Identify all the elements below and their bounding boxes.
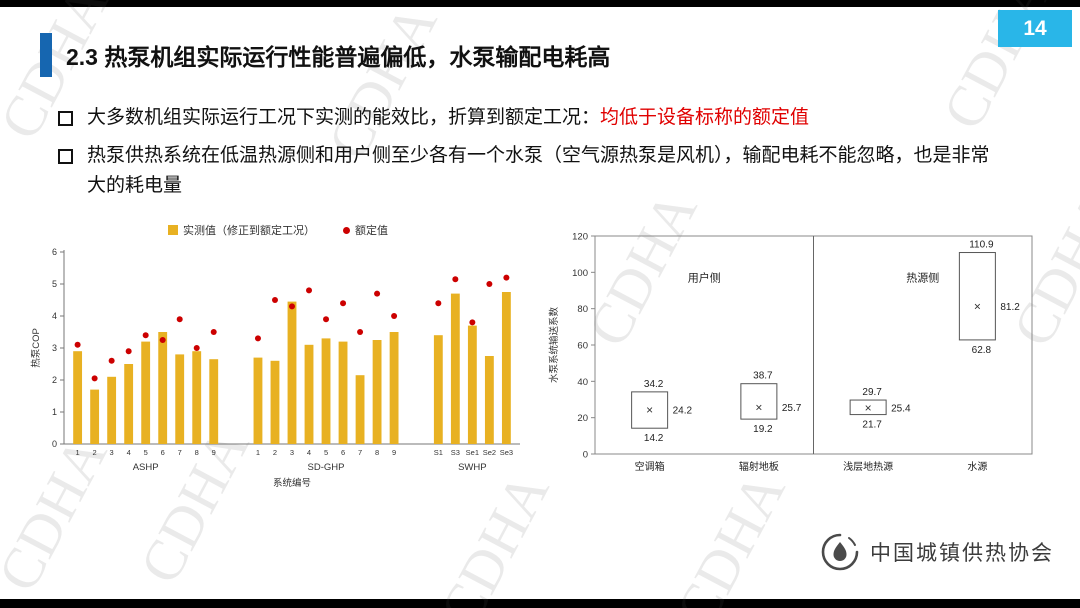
svg-text:38.7: 38.7 — [753, 371, 773, 382]
svg-text:62.8: 62.8 — [972, 345, 992, 356]
svg-text:Se1: Se1 — [466, 448, 479, 457]
svg-text:浅层地热源: 浅层地热源 — [843, 460, 893, 473]
measured-swatch-icon — [168, 225, 178, 235]
svg-text:5: 5 — [144, 448, 148, 457]
svg-text:34.2: 34.2 — [644, 379, 664, 390]
bottom-border-bar — [0, 599, 1080, 608]
svg-text:×: × — [865, 401, 872, 415]
bar-chart-legend: 实测值（修正到额定工况） 额定值 — [28, 222, 528, 238]
org-name: 中国城镇供热协会 — [870, 542, 1054, 565]
svg-text:21.7: 21.7 — [862, 420, 882, 431]
title-row: 2.3 热泵机组实际运行性能普遍偏低，水泵输配电耗高 — [40, 33, 610, 77]
legend-rated-label: 额定值 — [355, 225, 388, 237]
svg-text:SWHP: SWHP — [458, 462, 487, 473]
svg-text:24.2: 24.2 — [673, 406, 693, 417]
bullet-text: 热泵供热系统在低温热源侧和用户侧至少各有一个水泵（空气源热泵是风机），输配电耗不… — [87, 141, 1008, 200]
svg-text:Se3: Se3 — [500, 448, 513, 457]
svg-text:6: 6 — [161, 448, 165, 457]
svg-text:S1: S1 — [434, 448, 443, 457]
svg-text:2: 2 — [93, 448, 97, 457]
svg-text:辐射地板: 辐射地板 — [739, 460, 779, 473]
svg-text:系统编号: 系统编号 — [273, 477, 311, 489]
svg-text:1: 1 — [76, 448, 80, 457]
square-bullet-icon — [58, 111, 73, 126]
cop-bar-chart-section: 实测值（修正到额定工况） 额定值 0 1 2 3 4 5 6 1 2 3 4 5 6 7 8 9 ASHP 1 2 3… — [28, 222, 528, 507]
pump-coefficient-chart-section: 0 20 40 60 80 100 120 × 34.2 14.2 24.2 空调箱 × 38.7 19.2… — [545, 228, 1050, 485]
bullet-item: 热泵供热系统在低温热源侧和用户侧至少各有一个水泵（空气源热泵是风机），输配电耗不… — [58, 141, 1008, 200]
svg-text:25.7: 25.7 — [782, 403, 802, 414]
svg-text:0: 0 — [583, 450, 588, 461]
svg-text:2: 2 — [273, 448, 277, 457]
svg-text:×: × — [974, 299, 981, 313]
svg-text:2: 2 — [52, 375, 57, 385]
svg-text:4: 4 — [52, 311, 57, 321]
svg-text:水泵系统输送系数: 水泵系统输送系数 — [548, 307, 560, 384]
bullet-text-black: 大多数机组实际运行工况下实测的能效比，折算到额定工况： — [87, 107, 601, 128]
page-title: 2.3 热泵机组实际运行性能普遍偏低，水泵输配电耗高 — [66, 44, 611, 70]
bullet-text: 大多数机组实际运行工况下实测的能效比，折算到额定工况：均低于设备标称的额定值 — [87, 103, 809, 132]
svg-text:120: 120 — [572, 232, 588, 243]
svg-text:7: 7 — [178, 448, 182, 457]
svg-text:19.2: 19.2 — [753, 424, 773, 435]
svg-text:7: 7 — [358, 448, 362, 457]
page-number-badge: 14 — [998, 10, 1072, 47]
svg-text:29.7: 29.7 — [862, 387, 882, 398]
rated-dot-icon — [343, 226, 350, 234]
svg-text:8: 8 — [195, 448, 199, 457]
cop-bar-chart: 0 1 2 3 4 5 6 1 2 3 4 5 6 7 8 9 ASHP 1 2 3 4 5 6 7 8 9 SD-GHP S1 S3 S… — [30, 247, 520, 489]
svg-text:1: 1 — [52, 407, 57, 417]
legend-rated: 额定值 — [343, 222, 388, 238]
bullet-text-red: 均低于设备标称的额定值 — [600, 107, 810, 128]
legend-measured: 实测值（修正到额定工况） — [168, 222, 315, 238]
bullet-item: 大多数机组实际运行工况下实测的能效比，折算到额定工况：均低于设备标称的额定值 — [58, 103, 1008, 132]
svg-text:14.2: 14.2 — [644, 433, 664, 444]
svg-text:25.4: 25.4 — [891, 403, 911, 414]
square-bullet-icon — [58, 149, 73, 165]
pump-coefficient-chart: 0 20 40 60 80 100 120 × 34.2 14.2 24.2 空调箱 × 38.7 19.2… — [548, 232, 1033, 473]
bullet-list: 大多数机组实际运行工况下实测的能效比，折算到额定工况：均低于设备标称的额定值 热… — [58, 103, 1008, 209]
svg-text:S3: S3 — [451, 448, 460, 457]
svg-text:3: 3 — [52, 343, 57, 353]
svg-text:热泵COP: 热泵COP — [30, 328, 42, 368]
svg-text:4: 4 — [307, 448, 311, 457]
svg-text:SD-GHP: SD-GHP — [308, 462, 345, 473]
svg-text:空调箱: 空调箱 — [635, 460, 665, 473]
footer: 中国城镇供热协会 — [819, 531, 1054, 573]
svg-text:8: 8 — [375, 448, 379, 457]
svg-text:1: 1 — [256, 448, 260, 457]
top-border-bar — [0, 0, 1080, 7]
bullet-text-black: 热泵供热系统在低温热源侧和用户侧至少各有一个水泵（空气源热泵是风机），输配电耗不… — [87, 145, 990, 196]
svg-text:3: 3 — [290, 448, 294, 457]
svg-text:6: 6 — [52, 247, 57, 257]
svg-text:热源侧: 热源侧 — [906, 270, 939, 284]
svg-text:4: 4 — [127, 448, 131, 457]
svg-text:100: 100 — [572, 268, 588, 279]
svg-text:×: × — [646, 403, 653, 417]
svg-text:5: 5 — [324, 448, 328, 457]
svg-text:110.9: 110.9 — [969, 240, 994, 251]
svg-text:Se2: Se2 — [483, 448, 496, 457]
svg-text:水源: 水源 — [967, 460, 987, 473]
svg-text:80: 80 — [577, 304, 588, 315]
svg-text:0: 0 — [52, 439, 57, 449]
svg-text:81.2: 81.2 — [1000, 302, 1020, 313]
svg-text:5: 5 — [52, 279, 57, 289]
svg-text:3: 3 — [110, 448, 114, 457]
title-accent-bar — [40, 33, 52, 77]
svg-text:9: 9 — [212, 448, 216, 457]
svg-text:60: 60 — [577, 341, 588, 352]
legend-measured-label: 实测值（修正到额定工况） — [183, 225, 315, 237]
org-logo-icon — [821, 533, 859, 571]
svg-text:9: 9 — [392, 448, 396, 457]
svg-text:×: × — [755, 400, 762, 414]
svg-text:40: 40 — [577, 377, 588, 388]
svg-text:ASHP: ASHP — [133, 462, 159, 473]
svg-text:用户侧: 用户侧 — [688, 270, 721, 284]
svg-text:6: 6 — [341, 448, 345, 457]
svg-text:20: 20 — [577, 413, 588, 424]
